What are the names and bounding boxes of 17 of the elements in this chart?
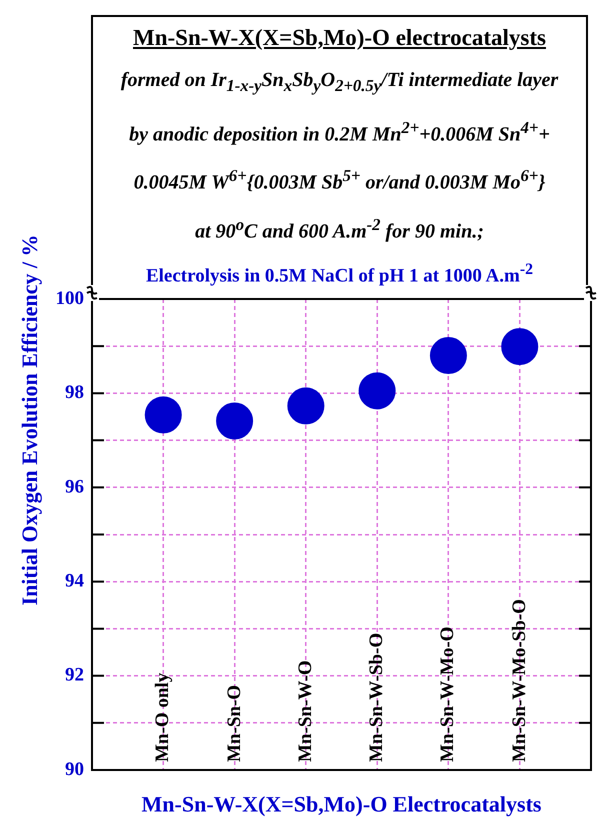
x-tick-label: Mn-Sn-W-Mo-Sb-O	[508, 599, 531, 762]
y-tick-label: 94	[65, 570, 84, 592]
text: Electrolysis in 0.5M NaCl of pH 1 at 1000 A.m$^{-2}$	[146, 260, 534, 287]
y-axis-title: Initial Oxygen Evolution Efficiency / %	[17, 234, 43, 606]
text: formed on Ir$_{1-x-y}$Sn$_{x}$Sb$_{y}$O$_{2+0.5y}$/Ti intermediate layer by anodic deposition in 0.2M Mn$^{2+}$+0.006M Sn$^{4+}$+ 0.0045M W$^{6+}${0.003M Sb$^{5+}$ or/and 0.003M Mo$^{6+}$} at 90$^{o}$C and 600 A.m$^{-2}$ for 90 min.;	[120, 68, 558, 243]
x-tick-label: Mn-O only	[152, 672, 174, 762]
y-tick-label: 90	[65, 758, 84, 780]
y-tick-label: 100	[56, 288, 84, 309]
x-tick-label: Mn-Sn-W-O	[294, 660, 317, 762]
x-axis-title: Mn-Sn-W-X(X=Sb,Mo)-O Electrocatalysts	[142, 791, 542, 816]
y-tick-label: 96	[65, 476, 84, 498]
chart-title: Mn-Sn-W-X(X=Sb,Mo)-O electrocatalysts	[133, 24, 546, 51]
y-tick-label: 92	[65, 664, 84, 686]
x-tick-label: Mn-Sn-O	[224, 684, 246, 762]
x-tick-label: Mn-Sn-W-Mo-O	[437, 626, 460, 762]
x-tick-label: Mn-Sn-W-Sb-O	[366, 632, 388, 762]
y-tick-label: 98	[65, 382, 84, 404]
